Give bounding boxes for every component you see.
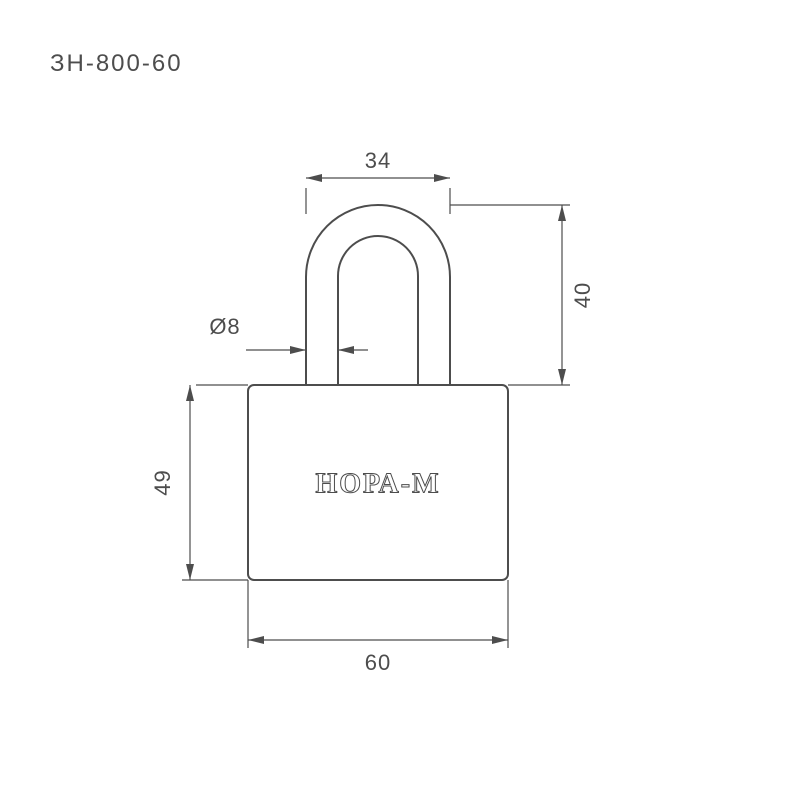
svg-text:34: 34	[365, 148, 391, 173]
padlock-diagram: НОРА-М 60 49 34 40 Ø8	[0, 0, 800, 800]
svg-text:60: 60	[365, 650, 391, 675]
svg-text:49: 49	[150, 469, 175, 495]
brand-label: НОРА-М	[315, 469, 440, 500]
svg-text:40: 40	[570, 282, 595, 308]
svg-text:Ø8: Ø8	[209, 314, 240, 339]
